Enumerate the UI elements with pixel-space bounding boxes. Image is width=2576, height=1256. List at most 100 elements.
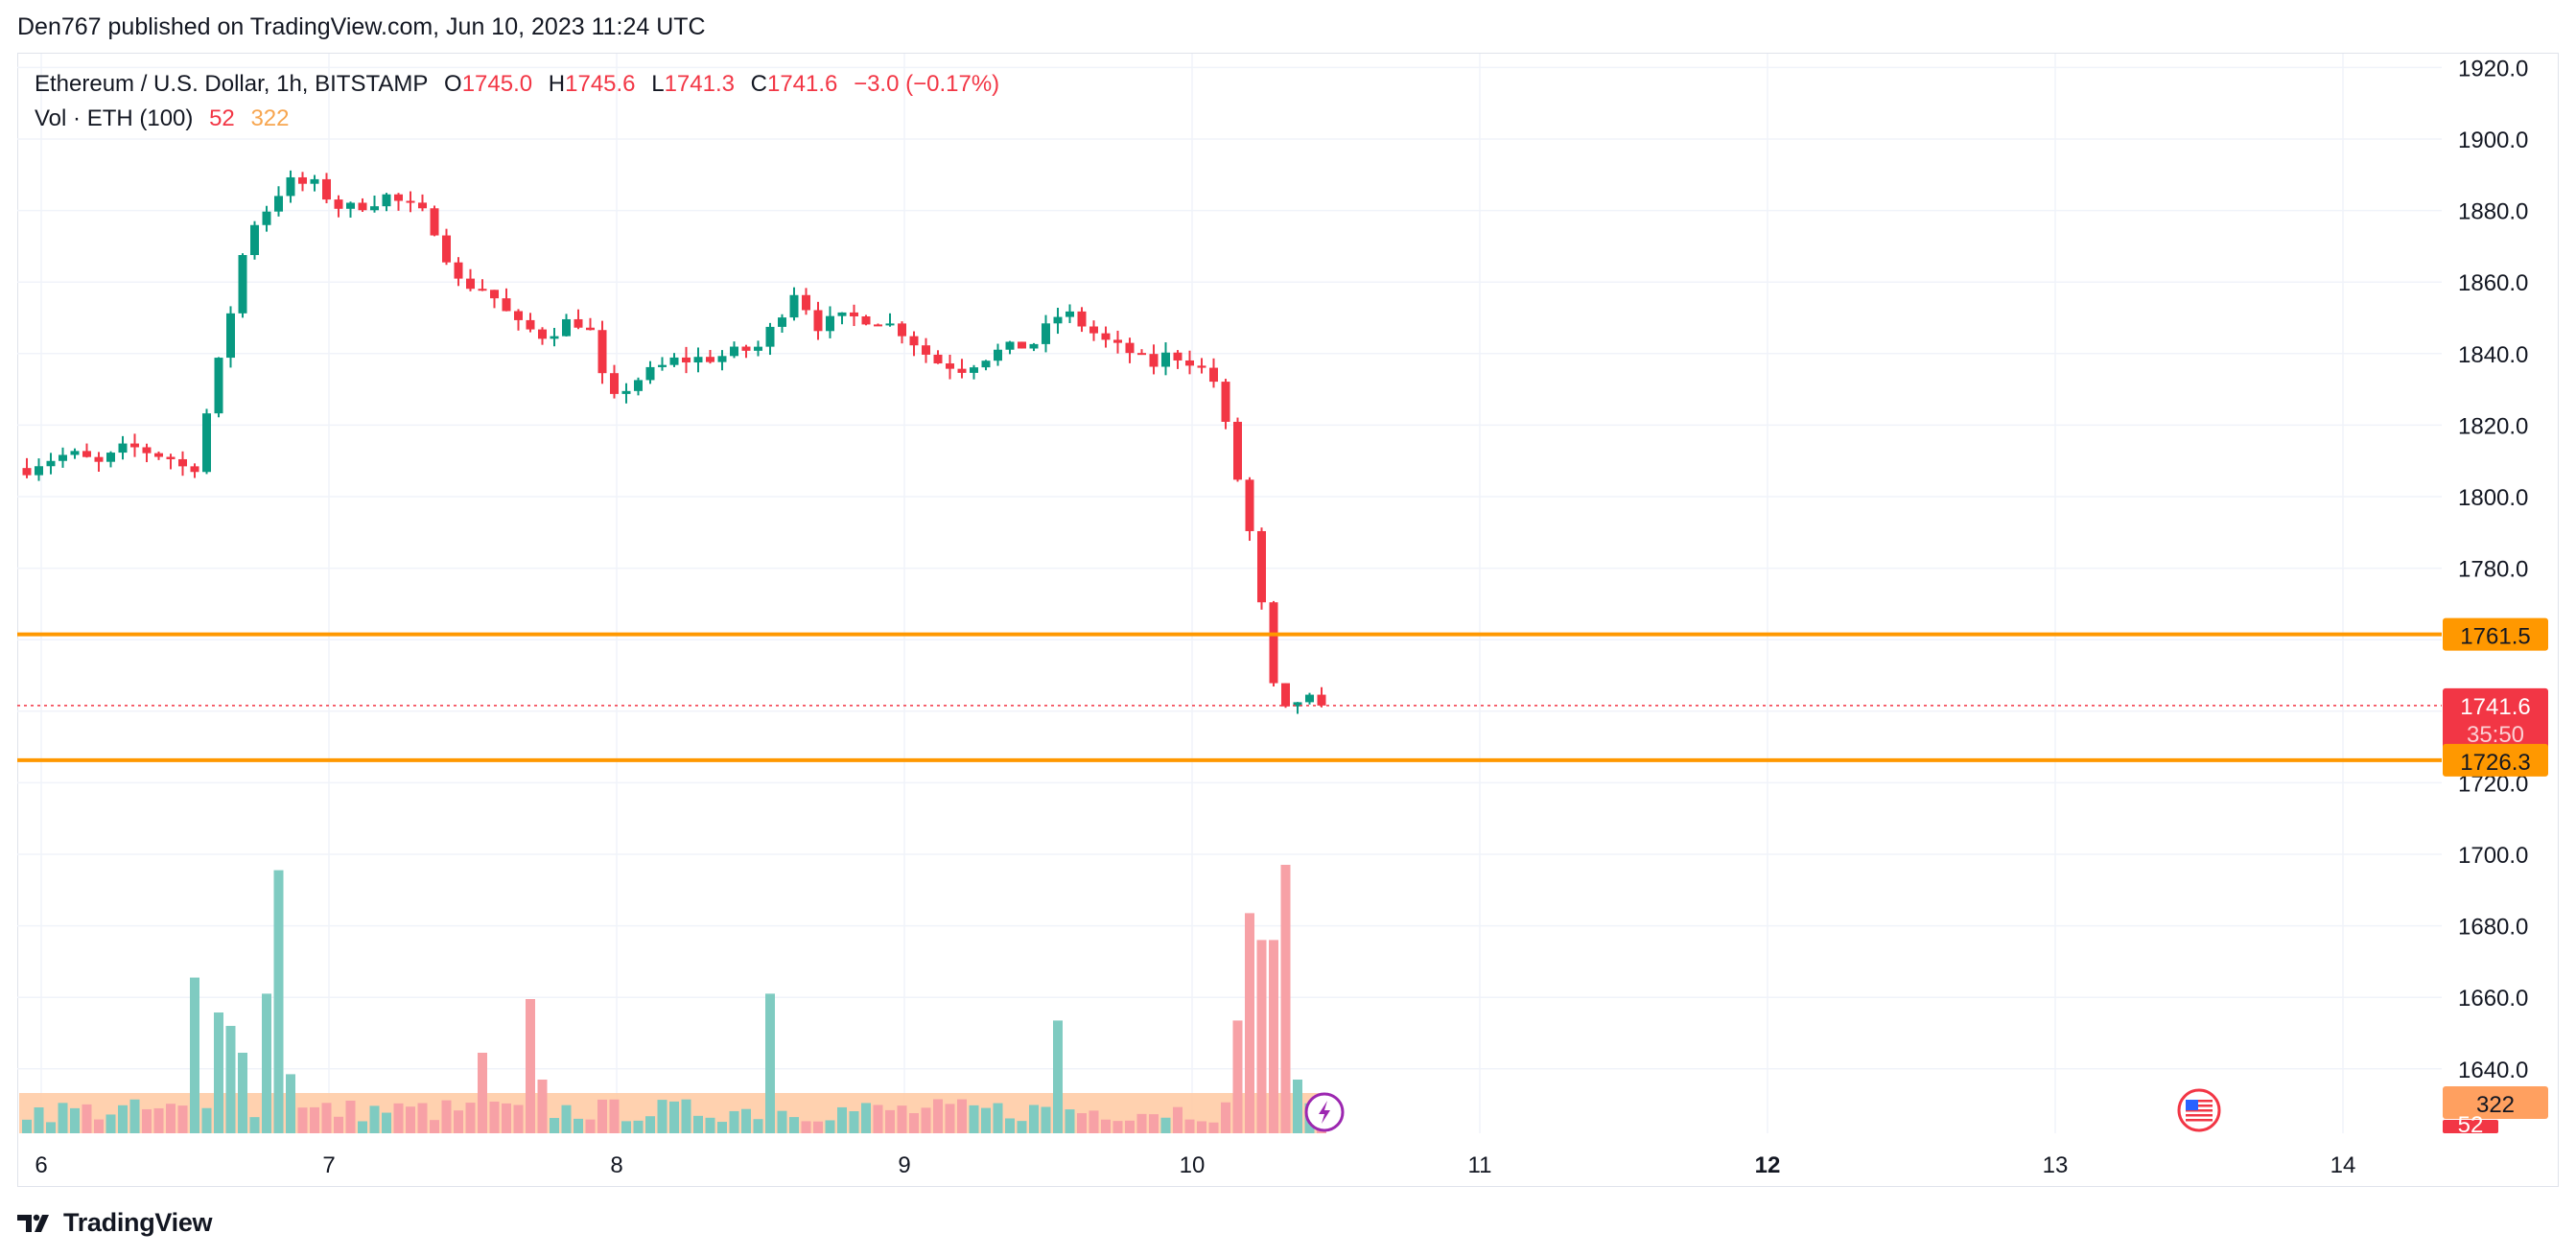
candle-body[interactable] [1018,341,1026,349]
candle-body[interactable] [82,451,91,457]
candle-body[interactable] [1185,360,1194,366]
candle-body[interactable] [190,466,199,473]
candle-body[interactable] [1305,694,1314,703]
candle-body[interactable] [1149,354,1159,367]
candle-body[interactable] [502,298,511,312]
candle-body[interactable] [178,458,187,467]
candle-body[interactable] [1293,702,1302,707]
candle-body[interactable] [442,235,451,263]
candle-body[interactable] [789,294,799,318]
candle-body[interactable] [994,349,1002,361]
candle-body[interactable] [1101,333,1111,340]
candle-body[interactable] [597,330,607,374]
candle-body[interactable] [741,346,751,351]
candle-body[interactable] [574,318,583,328]
candle-body[interactable] [1173,352,1183,361]
candle-body[interactable] [310,178,319,184]
candle-body[interactable] [586,327,595,331]
level-lower-badge[interactable]: 1726.3 [2443,743,2548,777]
candle-body[interactable] [754,346,762,351]
candle-body[interactable] [706,357,714,362]
candle-body[interactable] [885,323,895,326]
candle-body[interactable] [634,380,643,391]
candle-body[interactable] [1113,339,1122,343]
candle-body[interactable] [250,224,259,256]
candle-body[interactable] [35,466,43,476]
candle-body[interactable] [478,289,487,291]
symbol-label[interactable]: Ethereum / U.S. Dollar, 1h, BITSTAMP [35,71,429,97]
price-axis[interactable]: 1920.0 1900.0 1880.0 1860.0 1840.0 1820.0 1800… [2443,56,2548,1138]
candle-body[interactable] [946,363,954,369]
candle-body[interactable] [358,202,367,211]
candle-body[interactable] [813,310,823,332]
brand-name[interactable]: TradingView [63,1208,213,1237]
candle-body[interactable] [346,202,355,209]
candle-body[interactable] [1197,365,1206,368]
candle-body[interactable] [526,319,535,330]
candle-body[interactable] [861,315,871,325]
candle-body[interactable] [1053,316,1063,324]
candle-body[interactable] [1077,311,1087,327]
candle-body[interactable] [70,451,80,455]
candle-body[interactable] [1161,352,1170,367]
candle-body[interactable] [430,208,439,236]
candle-body[interactable] [826,315,834,332]
candle-body[interactable] [418,202,427,209]
candle-body[interactable] [621,390,631,394]
candle-body[interactable] [142,447,152,454]
candle-body[interactable] [154,453,163,457]
candle-body[interactable] [610,373,619,394]
candle-body[interactable] [262,211,271,225]
candle-body[interactable] [298,176,307,184]
candle-body[interactable] [850,312,858,316]
candle-body[interactable] [226,313,235,359]
candle-body[interactable] [909,336,919,346]
candle-body[interactable] [466,278,475,290]
candle-body[interactable] [837,312,847,316]
candle-body[interactable] [130,443,139,448]
us-flag-icon[interactable] [2177,1088,2221,1132]
candle-body[interactable] [1005,341,1015,350]
candle-body[interactable] [981,361,991,368]
candle-body[interactable] [274,196,283,212]
candle-body[interactable] [1221,382,1230,422]
event-markers[interactable] [1304,1088,2221,1132]
candle-body[interactable] [394,194,403,201]
candle-body[interactable] [1137,353,1146,356]
volume-label[interactable]: Vol · ETH (100) [35,105,194,131]
chart-frame[interactable] [17,53,2559,1187]
horizontal-levels[interactable] [17,632,2442,762]
candle-body[interactable] [730,346,738,357]
candle-body[interactable] [94,456,104,462]
candle-body[interactable] [1066,311,1074,317]
candle-body[interactable] [802,294,810,311]
candle-body[interactable] [1029,343,1039,349]
tradingview-logo-icon[interactable] [17,1213,56,1234]
candle-body[interactable] [106,453,115,462]
candle-body[interactable] [1245,479,1254,531]
candle-body[interactable] [1269,602,1278,684]
candle-body[interactable] [874,324,882,327]
candle-body[interactable] [514,311,523,320]
candle-body[interactable] [669,357,679,365]
candle-body[interactable] [22,468,32,476]
candle-body[interactable] [645,366,655,381]
candle-body[interactable] [562,318,571,337]
candle-body[interactable] [238,255,247,314]
candle-body[interactable] [118,443,128,454]
candle-body[interactable] [490,290,499,299]
candle-body[interactable] [454,262,463,279]
candle-body[interactable] [898,323,906,337]
candle-body[interactable] [538,329,547,339]
last-price-badge[interactable]: 1741.635:50 [2443,687,2548,750]
candle-body[interactable] [1281,683,1290,707]
candle-body[interactable] [322,178,331,200]
candle-body[interactable] [406,200,415,203]
candle-body[interactable] [693,357,703,363]
candle-body[interactable] [1257,530,1266,603]
candle-body[interactable] [1317,694,1326,706]
lightning-icon[interactable] [1304,1092,1345,1132]
volume-ma-badge[interactable]: 322 [2443,1086,2548,1119]
candle-body[interactable] [214,358,223,414]
